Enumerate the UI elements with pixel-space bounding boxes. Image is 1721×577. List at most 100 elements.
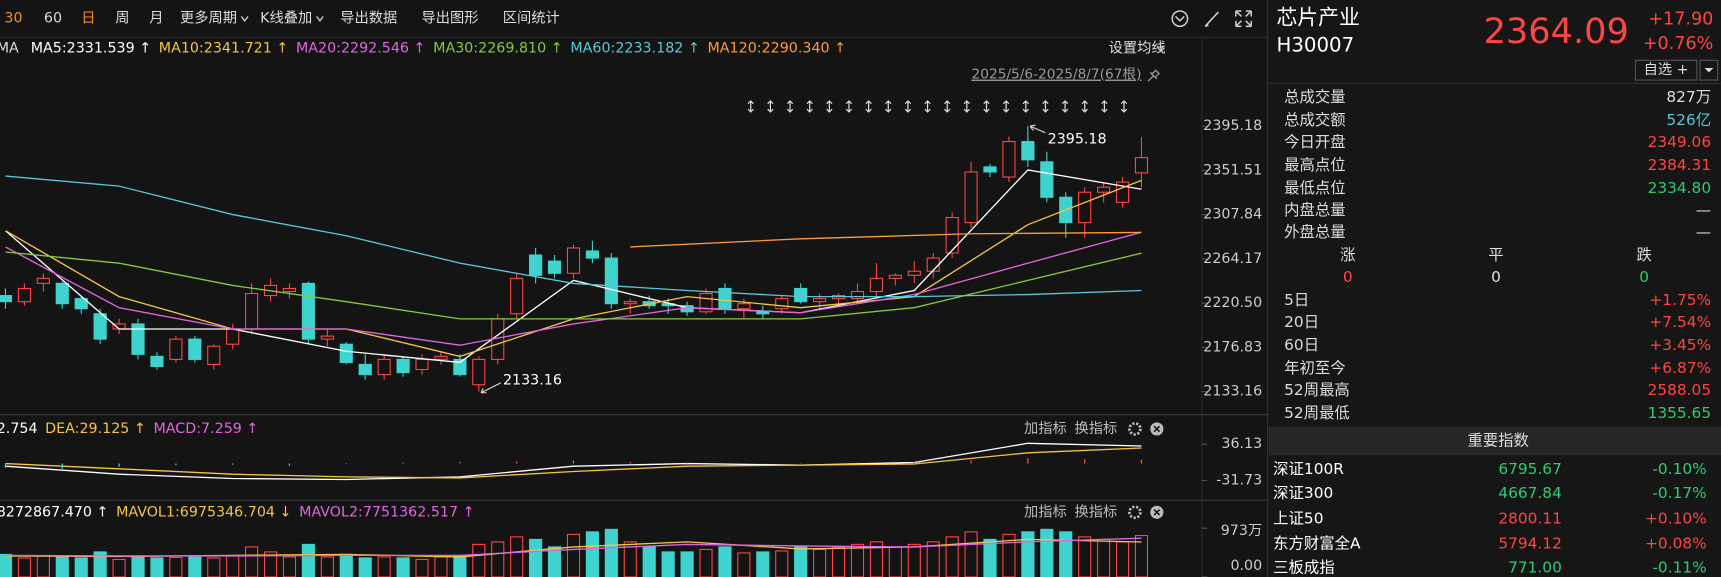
volume-bar [112, 558, 126, 577]
content: 3060日周月更多周期K线叠加导出数据导出图形区间统计MAMA5:2331.53… [0, 6, 1719, 577]
toolbar-item[interactable]: 月 [149, 11, 163, 27]
index-name[interactable]: 深证100R [1273, 460, 1344, 478]
indicator-line [5, 169, 1142, 364]
collapse-icon[interactable] [1171, 10, 1189, 28]
toolbar-item[interactable]: 导出数据 [340, 10, 397, 27]
y-tick-label: 2307.84 [1203, 207, 1262, 223]
close-icon[interactable] [1153, 425, 1161, 433]
toolbar-item[interactable]: 日 [81, 11, 95, 27]
annotation-arrow [480, 382, 502, 394]
volume-bar [282, 556, 297, 577]
quote-code: H30007 [1276, 34, 1354, 57]
candle-body [169, 338, 183, 360]
event-icon [845, 100, 853, 113]
candle-body [472, 358, 486, 386]
indicator-tool[interactable]: 换指标 [1075, 503, 1118, 520]
y-tick-label: 2176.83 [1203, 339, 1262, 355]
legend-item: 8272867.470 ↑ [0, 504, 108, 520]
stat-value: — [1696, 223, 1711, 241]
index-name[interactable]: 东方财富全A [1273, 535, 1361, 553]
volume-bar [547, 546, 562, 577]
legend-item: MA30:2269.810 ↑ [433, 40, 562, 56]
index-name[interactable]: 上证50 [1273, 509, 1323, 527]
candle-body [547, 260, 562, 274]
volume-bar [207, 557, 221, 577]
volume-bar [415, 558, 429, 577]
volume-bar [813, 548, 827, 577]
candle-body [775, 298, 789, 310]
stat-value: 827万 [1666, 88, 1711, 106]
candle-body [1002, 141, 1016, 178]
stat-label: 外盘总量 [1284, 222, 1345, 241]
toolbar-item[interactable]: 区间统计 [503, 10, 560, 27]
volume-bar [794, 546, 808, 577]
volume-bar [983, 538, 997, 577]
y-tick-label: 973万 [1221, 523, 1262, 539]
candle-body [0, 295, 13, 303]
event-icon [767, 100, 774, 113]
legend-item: MA120:2290.340 ↑ [708, 40, 847, 56]
fullscreen-icon[interactable] [1235, 10, 1253, 28]
y-tick-label: -31.73 [1216, 472, 1262, 488]
candle-body [207, 345, 221, 366]
event-icon [865, 100, 872, 113]
volume-bar [226, 555, 240, 577]
volume-bar [604, 528, 618, 577]
stat-label: 总成交额 [1284, 111, 1345, 129]
settings-icon[interactable] [1128, 505, 1142, 520]
event-icon [944, 100, 951, 113]
indicator-tool[interactable]: 换指标 [1075, 420, 1118, 437]
toolbar-item[interactable]: 30 [4, 11, 22, 27]
volume-bar [358, 557, 372, 577]
volume-bar [831, 546, 846, 577]
watchlist-button[interactable]: 自选 + [1644, 61, 1689, 78]
dropdown-arrow[interactable] [1704, 68, 1714, 73]
event-icon [1081, 100, 1088, 113]
volume-bar [169, 556, 183, 577]
toolbar-item[interactable]: 更多周期 [180, 10, 237, 27]
candle-body [150, 355, 164, 368]
menu-chevron [316, 16, 324, 22]
toolbar-item[interactable]: 周 [115, 11, 129, 27]
candle-body [1078, 191, 1092, 224]
candle-body [93, 313, 107, 340]
stat-value: 2349.06 [1648, 133, 1712, 151]
volume-bar [850, 543, 865, 577]
event-icon [806, 100, 813, 113]
period-label: 5日 [1284, 291, 1309, 309]
toolbar-item[interactable]: 导出图形 [421, 10, 478, 27]
event-icon [1002, 100, 1010, 113]
settings-icon[interactable] [1128, 422, 1142, 436]
candle-body [74, 298, 88, 310]
volume-bar [680, 551, 694, 577]
index-name[interactable]: 深证300 [1273, 484, 1333, 502]
period-value: +1.75% [1649, 291, 1711, 309]
indicator-tool[interactable]: 加指标 [1024, 503, 1067, 520]
event-icon [1120, 100, 1128, 113]
period-value: +3.45% [1649, 336, 1711, 354]
dropdown-button[interactable] [1699, 59, 1719, 81]
stat-label: 今日开盘 [1284, 132, 1345, 151]
ma-setting[interactable]: 设置均线 [1109, 39, 1166, 56]
indicator-line [5, 251, 1142, 320]
toolbar-item[interactable]: 60 [44, 11, 62, 27]
event-icon [1042, 100, 1049, 113]
candle-body [188, 338, 202, 360]
toolbar-icons[interactable] [1171, 10, 1253, 28]
collapse-icon[interactable] [1174, 15, 1185, 22]
index-name[interactable]: 三板成指 [1273, 559, 1334, 577]
watchlist-button[interactable] [1634, 59, 1698, 81]
y-tick-label: 2351.51 [1203, 162, 1262, 178]
legend-item: MACD:7.259 ↑ [154, 421, 259, 437]
stat-value: 2384.31 [1648, 156, 1712, 174]
draw-icon[interactable] [1204, 11, 1219, 28]
candle-body [510, 277, 524, 315]
candle-body [377, 358, 391, 376]
quote-name: 芯片产业 [1276, 6, 1359, 30]
candle-body [888, 274, 902, 279]
candle-body [415, 358, 429, 371]
toolbar-item[interactable]: K线叠加 [260, 10, 312, 27]
indicator-tool[interactable]: 加指标 [1024, 420, 1067, 437]
indicator-line [5, 442, 1142, 481]
close-icon[interactable] [1153, 508, 1161, 516]
